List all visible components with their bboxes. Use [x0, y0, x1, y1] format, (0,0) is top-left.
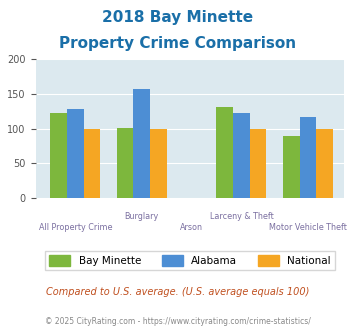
Bar: [50, 113, 67, 198]
Text: Property Crime Comparison: Property Crime Comparison: [59, 36, 296, 51]
Bar: [316, 129, 333, 198]
Bar: [233, 114, 250, 198]
Text: Compared to U.S. average. (U.S. average equals 100): Compared to U.S. average. (U.S. average …: [46, 287, 309, 297]
Legend: Bay Minette, Alabama, National: Bay Minette, Alabama, National: [45, 251, 335, 270]
Bar: [84, 129, 100, 198]
Bar: [300, 117, 316, 198]
Text: © 2025 CityRating.com - https://www.cityrating.com/crime-statistics/: © 2025 CityRating.com - https://www.city…: [45, 317, 310, 326]
Text: Motor Vehicle Theft: Motor Vehicle Theft: [269, 223, 347, 232]
Bar: [250, 129, 266, 198]
Text: Larceny & Theft: Larceny & Theft: [209, 212, 273, 221]
Text: Arson: Arson: [180, 223, 203, 232]
Bar: [150, 129, 167, 198]
Text: All Property Crime: All Property Crime: [39, 223, 112, 232]
Bar: [67, 109, 84, 198]
Bar: [117, 128, 133, 198]
Text: 2018 Bay Minette: 2018 Bay Minette: [102, 10, 253, 25]
Bar: [283, 136, 300, 198]
Bar: [133, 89, 150, 198]
Text: Burglary: Burglary: [125, 212, 159, 221]
Bar: [217, 107, 233, 198]
